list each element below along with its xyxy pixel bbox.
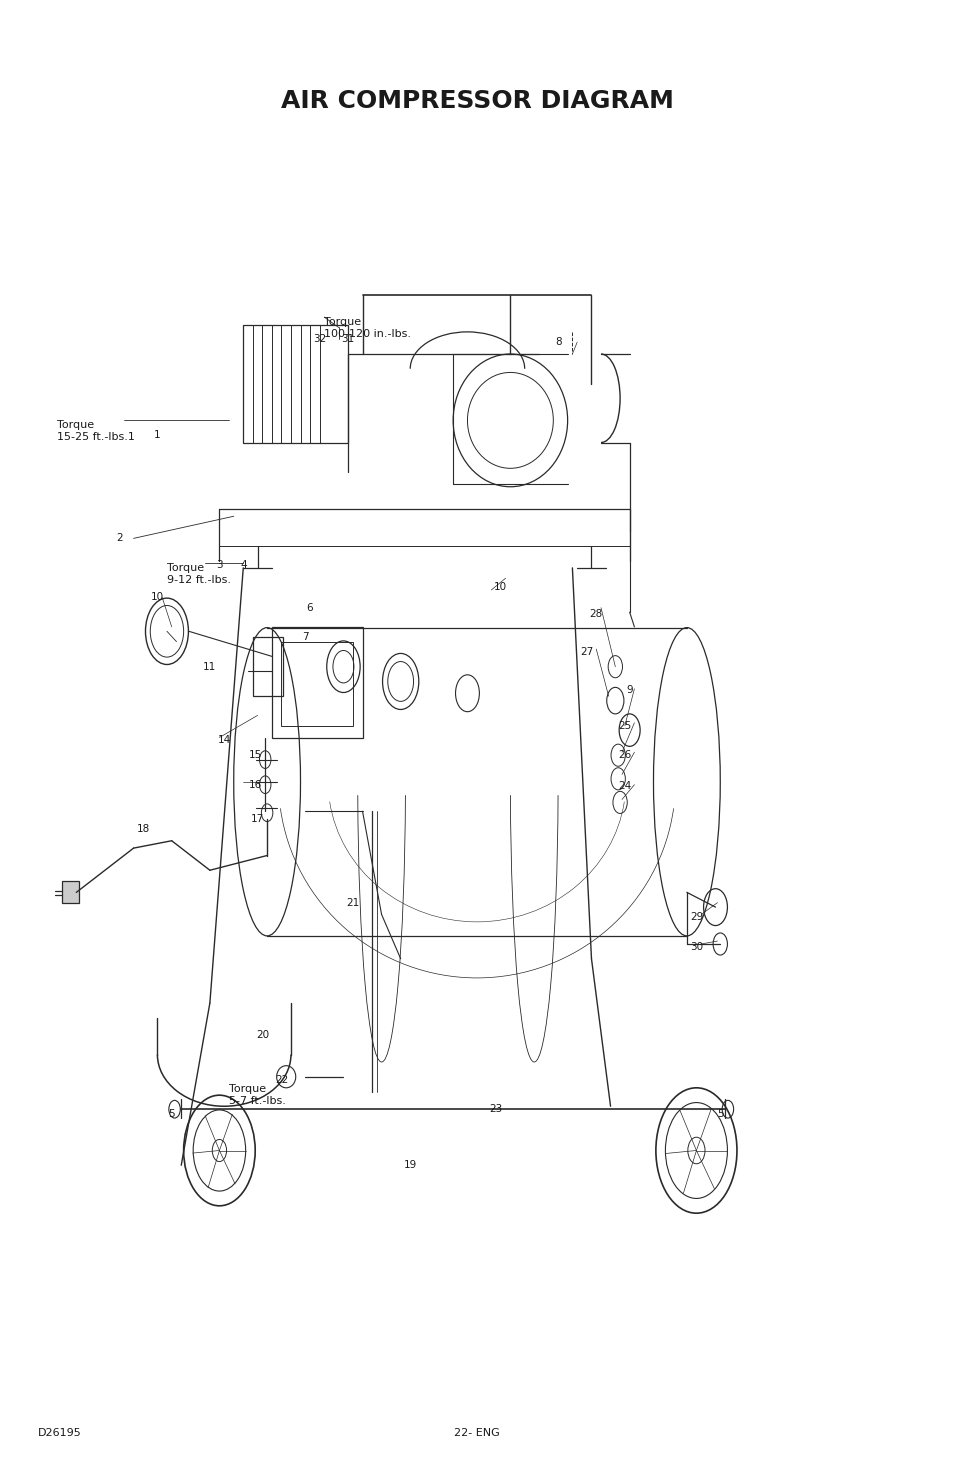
Text: 20: 20 xyxy=(255,1031,269,1040)
Text: 5: 5 xyxy=(169,1109,174,1118)
Text: 11: 11 xyxy=(203,662,216,671)
Text: Torque
5-7 ft.-lbs.: Torque 5-7 ft.-lbs. xyxy=(229,1084,286,1106)
Text: 5: 5 xyxy=(717,1109,722,1118)
Text: 23: 23 xyxy=(489,1105,502,1114)
Bar xyxy=(272,627,362,738)
Text: D26195: D26195 xyxy=(38,1428,82,1438)
Text: AIR COMPRESSOR DIAGRAM: AIR COMPRESSOR DIAGRAM xyxy=(280,88,673,112)
Bar xyxy=(281,642,353,726)
Text: 22- ENG: 22- ENG xyxy=(454,1428,499,1438)
Text: 25: 25 xyxy=(618,721,631,730)
Bar xyxy=(253,637,283,696)
Text: 17: 17 xyxy=(251,814,264,823)
Text: 18: 18 xyxy=(136,825,150,833)
Text: 22: 22 xyxy=(274,1075,288,1084)
Text: 30: 30 xyxy=(689,943,702,951)
Text: 7: 7 xyxy=(302,633,308,642)
Text: Torque
100-120 in.-lbs.: Torque 100-120 in.-lbs. xyxy=(324,317,411,339)
Bar xyxy=(243,324,348,442)
Text: 32: 32 xyxy=(313,335,326,344)
Text: 3: 3 xyxy=(216,560,222,569)
Text: 15: 15 xyxy=(249,751,262,760)
Text: 14: 14 xyxy=(217,736,231,745)
Text: 10: 10 xyxy=(494,583,507,591)
Text: Torque
15-25 ft.-lbs.1: Torque 15-25 ft.-lbs.1 xyxy=(57,420,135,442)
Text: 8: 8 xyxy=(555,338,560,347)
Text: 6: 6 xyxy=(307,603,313,612)
Text: 1: 1 xyxy=(154,431,160,440)
Text: 9: 9 xyxy=(626,686,632,695)
Text: 26: 26 xyxy=(618,751,631,760)
Text: 4: 4 xyxy=(240,560,246,569)
Text: 21: 21 xyxy=(346,898,359,907)
Text: 29: 29 xyxy=(689,913,702,922)
Text: 27: 27 xyxy=(579,648,593,656)
Text: 19: 19 xyxy=(403,1161,416,1170)
Text: 28: 28 xyxy=(589,609,602,618)
Text: 31: 31 xyxy=(341,335,355,344)
Text: Torque
9-12 ft.-lbs.: Torque 9-12 ft.-lbs. xyxy=(167,563,231,586)
Text: 10: 10 xyxy=(151,593,164,602)
Text: 2: 2 xyxy=(116,534,122,543)
Text: 24: 24 xyxy=(618,782,631,791)
Text: 16: 16 xyxy=(249,780,262,789)
Bar xyxy=(62,881,79,903)
